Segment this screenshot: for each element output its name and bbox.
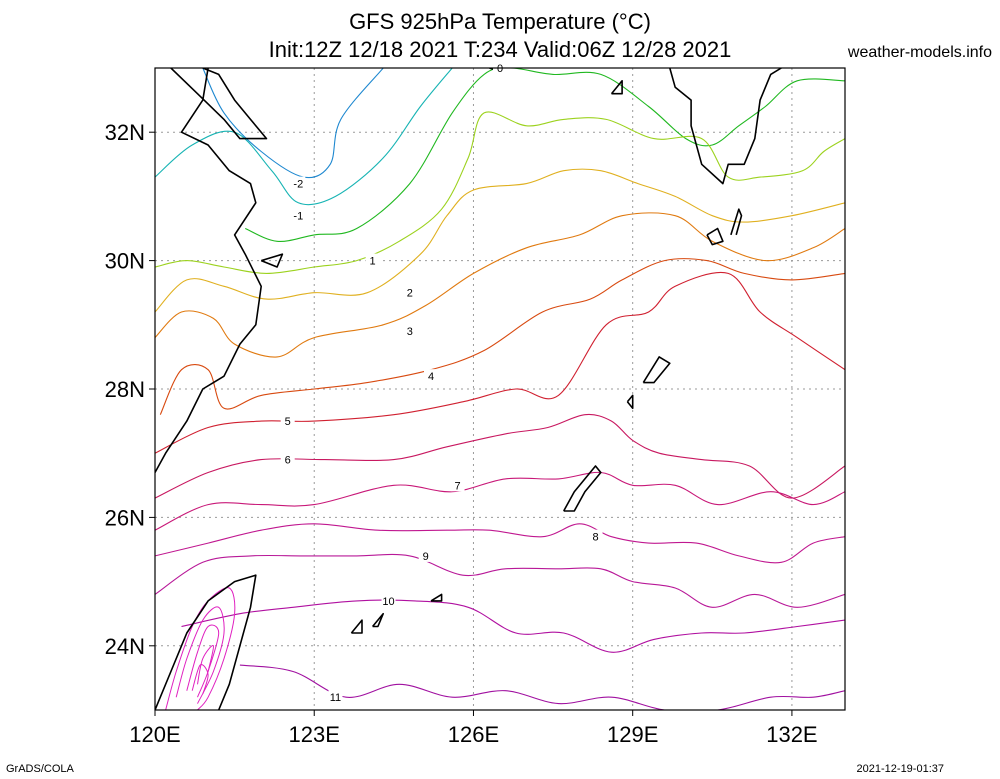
coastline-zhoushan [260,253,284,268]
site-credit: weather-models.info [847,44,992,61]
contour-label-bg-10 [588,529,603,543]
x-tick-label-3: 129E [607,722,658,747]
coastline-china-coast [155,68,262,473]
contour-label-0: -2 [293,179,303,191]
chart-title: GFS 925hPa Temperature (°C) [349,9,651,34]
coastline-goto [610,80,623,95]
y-tick-label-1: 26N [105,505,145,530]
contour-line-1 [155,68,453,206]
coastline-amami-oshima [642,356,671,384]
contour-label-13: 11 [330,692,341,704]
temperature-contours [155,68,845,710]
taiwan-contour-3 [197,644,214,685]
coastline-taiwan-coast [155,574,257,710]
contour-label-4: 2 [407,288,413,300]
contour-line-9 [155,471,845,531]
contour-label-1: -1 [293,211,303,223]
x-tick-label-4: 132E [766,722,817,747]
contour-label-bg-13 [328,690,343,704]
coastline-ishigaki [371,612,384,628]
coastline-iriomote [350,619,363,634]
taiwan-contour-2 [186,624,220,698]
footer-timestamp: 2021-12-19-01:37 [856,763,944,775]
axis-ticks: 120E 123E 126E 129E 132E 24N 26N 28N 30N 32N [105,120,818,747]
coastline-okinawa [562,465,602,512]
contour-line-13 [239,664,845,710]
contour-line-0 [202,68,384,179]
contour-label-bg-4 [402,285,417,299]
contour-label-bg-12 [381,593,396,607]
contour-line-10 [155,523,845,564]
contour-label-bg-8 [280,452,295,466]
contour-line-11 [155,553,845,608]
taiwan-contours [165,587,236,710]
contour-label-bg-6 [424,369,438,383]
contour-line-4 [155,168,845,313]
contour-label-bg-9 [450,478,465,492]
y-tick-label-2: 28N [105,377,145,402]
contour-label-8: 6 [285,455,291,467]
coastline-yakushima [706,227,724,246]
coastline-tokunoshima [626,394,634,410]
contour-line-5 [155,212,845,358]
contour-line-12 [181,599,845,653]
contour-label-bg-0 [291,176,306,190]
taiwan-contour-1 [175,606,225,704]
contour-label-bg-11 [418,548,433,562]
contour-label-5: 3 [407,326,413,338]
y-tick-label-3: 30N [105,249,145,274]
contour-line-3 [155,111,845,274]
coastlines [155,68,782,710]
x-tick-label-0: 120E [129,722,180,747]
contour-line-8 [155,413,845,499]
contour-label-bg-7 [280,414,295,428]
x-tick-label-1: 123E [289,722,340,747]
y-tick-label-4: 32N [105,120,145,145]
contour-label-bg-3 [365,253,380,267]
coastline-china-coast-north [170,68,268,140]
coastline-miyako [430,593,443,602]
contour-label-2: 0 [497,63,503,75]
coastline-kyushu-coast [669,68,782,185]
contour-line-2 [244,68,845,242]
y-tick-label-0: 24N [105,634,145,659]
contour-label-6: 4 [428,371,434,383]
contour-label-10: 8 [592,532,598,544]
contour-line-6 [159,258,845,415]
contour-labels: -2 -1 0 1 2 3 4 5 6 7 8 9 10 11 [280,61,603,704]
contour-label-12: 10 [382,596,394,608]
contour-label-3: 1 [370,256,376,268]
coastline-tanegashima [730,208,743,236]
contour-label-bg-1 [291,208,306,222]
taiwan-contour-4 [191,664,209,695]
contour-label-bg-5 [402,324,417,338]
chart-subtitle: Init:12Z 12/18 2021 T:234 Valid:06Z 12/2… [268,37,732,62]
contour-line-7 [155,271,845,454]
taiwan-contour-0 [165,587,236,710]
contour-label-9: 7 [454,480,460,492]
footer-credit: GrADS/COLA [6,763,74,775]
x-tick-label-2: 126E [448,722,499,747]
contour-label-7: 5 [285,416,291,428]
contour-label-11: 9 [423,551,429,563]
